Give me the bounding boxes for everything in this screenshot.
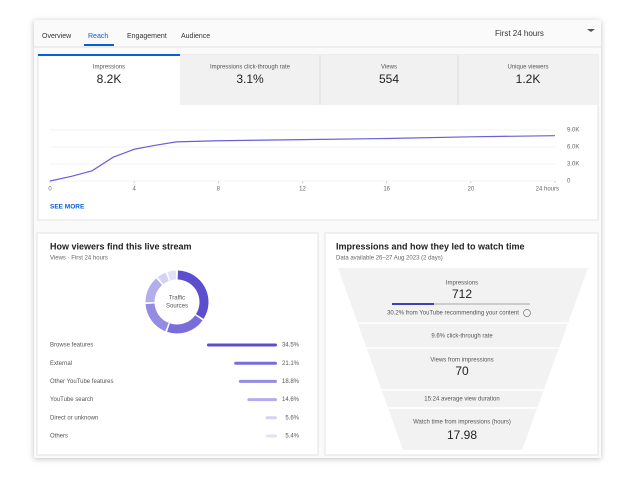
card-title: Impressions and how they led to watch ti…	[336, 241, 525, 251]
source-label: Others	[50, 434, 68, 440]
donut-segment	[157, 272, 170, 285]
source-value: 34.5%	[282, 343, 300, 349]
source-value: 14.6%	[282, 397, 300, 403]
metric-value: 1.2K	[516, 72, 541, 86]
metric-label: Impressions	[93, 65, 125, 71]
source-bar	[266, 434, 277, 438]
source-label: Direct or unknown	[50, 415, 98, 421]
metric-value: 3.1%	[236, 72, 264, 86]
line-chart: 0 3.0K 6.0K 9.0K 0 4 8 12 16 20 24 hours	[48, 128, 579, 193]
donut-label: Traffic	[169, 296, 185, 302]
donut-segment	[177, 270, 209, 319]
source-label: YouTube search	[50, 397, 93, 403]
stage-value: 70	[455, 364, 469, 378]
stage-text: 9.6% click-through rate	[431, 334, 493, 340]
line-series	[49, 135, 556, 182]
source-bar	[265, 416, 277, 420]
tab[interactable]: Engagement	[127, 33, 167, 40]
source-bar	[247, 398, 277, 402]
x-tick-label: 8	[217, 187, 221, 193]
source-bar	[238, 379, 277, 383]
donut-segment	[167, 314, 203, 334]
tab[interactable]: Reach	[88, 33, 108, 40]
y-tick-label: 9.0K	[567, 128, 579, 134]
source-label: Other YouTube features	[50, 379, 114, 385]
x-tick-label: 16	[383, 187, 390, 193]
source-value: 18.8%	[282, 379, 300, 385]
x-tick-label: 0	[48, 187, 52, 193]
traffic-chart: Browse features 34.5% External 21.1% Other Y…	[50, 270, 300, 440]
donut-label: Sources	[166, 304, 188, 310]
metric-tabs-bg	[180, 55, 598, 105]
dropdown-arrow[interactable]	[587, 29, 595, 32]
stage-value: 712	[452, 287, 472, 301]
metric-label: Unique viewers	[507, 65, 548, 71]
source-value: 5.4%	[285, 434, 299, 440]
source-value: 5.6%	[285, 415, 299, 421]
funnel-dividers	[357, 322, 569, 409]
stage-label: Views from impressions	[430, 358, 493, 364]
tab[interactable]: Audience	[181, 33, 210, 40]
metric-label: Views	[381, 65, 397, 71]
progress-track	[392, 303, 530, 305]
stage-value: 17.98	[447, 428, 477, 442]
source-bar	[234, 361, 277, 365]
source-label: Browse features	[50, 343, 93, 349]
info-icon[interactable]	[523, 309, 531, 317]
stage-label: Impressions	[446, 281, 478, 287]
stage-label: Watch time from impressions (hours)	[413, 420, 511, 426]
donut-segment	[145, 303, 169, 332]
source-label: External	[50, 361, 72, 367]
y-tick-label: 3.0K	[567, 162, 579, 168]
card-title: How viewers find this live stream	[50, 241, 192, 251]
metric-value: 8.2K	[97, 72, 122, 86]
progress-fill	[392, 303, 434, 305]
y-tick-label: 6.0K	[567, 145, 579, 151]
source-value: 21.1%	[282, 361, 300, 367]
metric-label: Impressions click-through rate	[210, 65, 291, 71]
x-tick-label: 12	[299, 187, 306, 193]
source-bar	[206, 343, 277, 347]
period-select[interactable]: First 24 hours	[495, 29, 544, 38]
donut-segment	[145, 278, 163, 303]
tab[interactable]: Overview	[42, 33, 72, 40]
metric-selected	[38, 54, 180, 56]
funnel	[338, 268, 588, 450]
metric-value: 554	[379, 72, 399, 86]
x-tick-label: 4	[132, 187, 136, 193]
see-more[interactable]: SEE MORE	[50, 204, 85, 211]
donut-segment	[167, 270, 177, 281]
card-subtitle: Data available 26–27 Aug 2023 (2 days)	[336, 256, 443, 262]
tab-underline	[84, 44, 114, 46]
x-tick-label: 24 hours	[536, 187, 559, 193]
card-subtitle: Views · First 24 hours	[50, 256, 108, 262]
stage-note: 30.2% from YouTube recommending your con…	[387, 311, 519, 317]
x-tick-label: 20	[467, 187, 474, 193]
stage-text: 15:24 average view duration	[424, 397, 499, 403]
y-tick-label: 0	[567, 179, 571, 185]
